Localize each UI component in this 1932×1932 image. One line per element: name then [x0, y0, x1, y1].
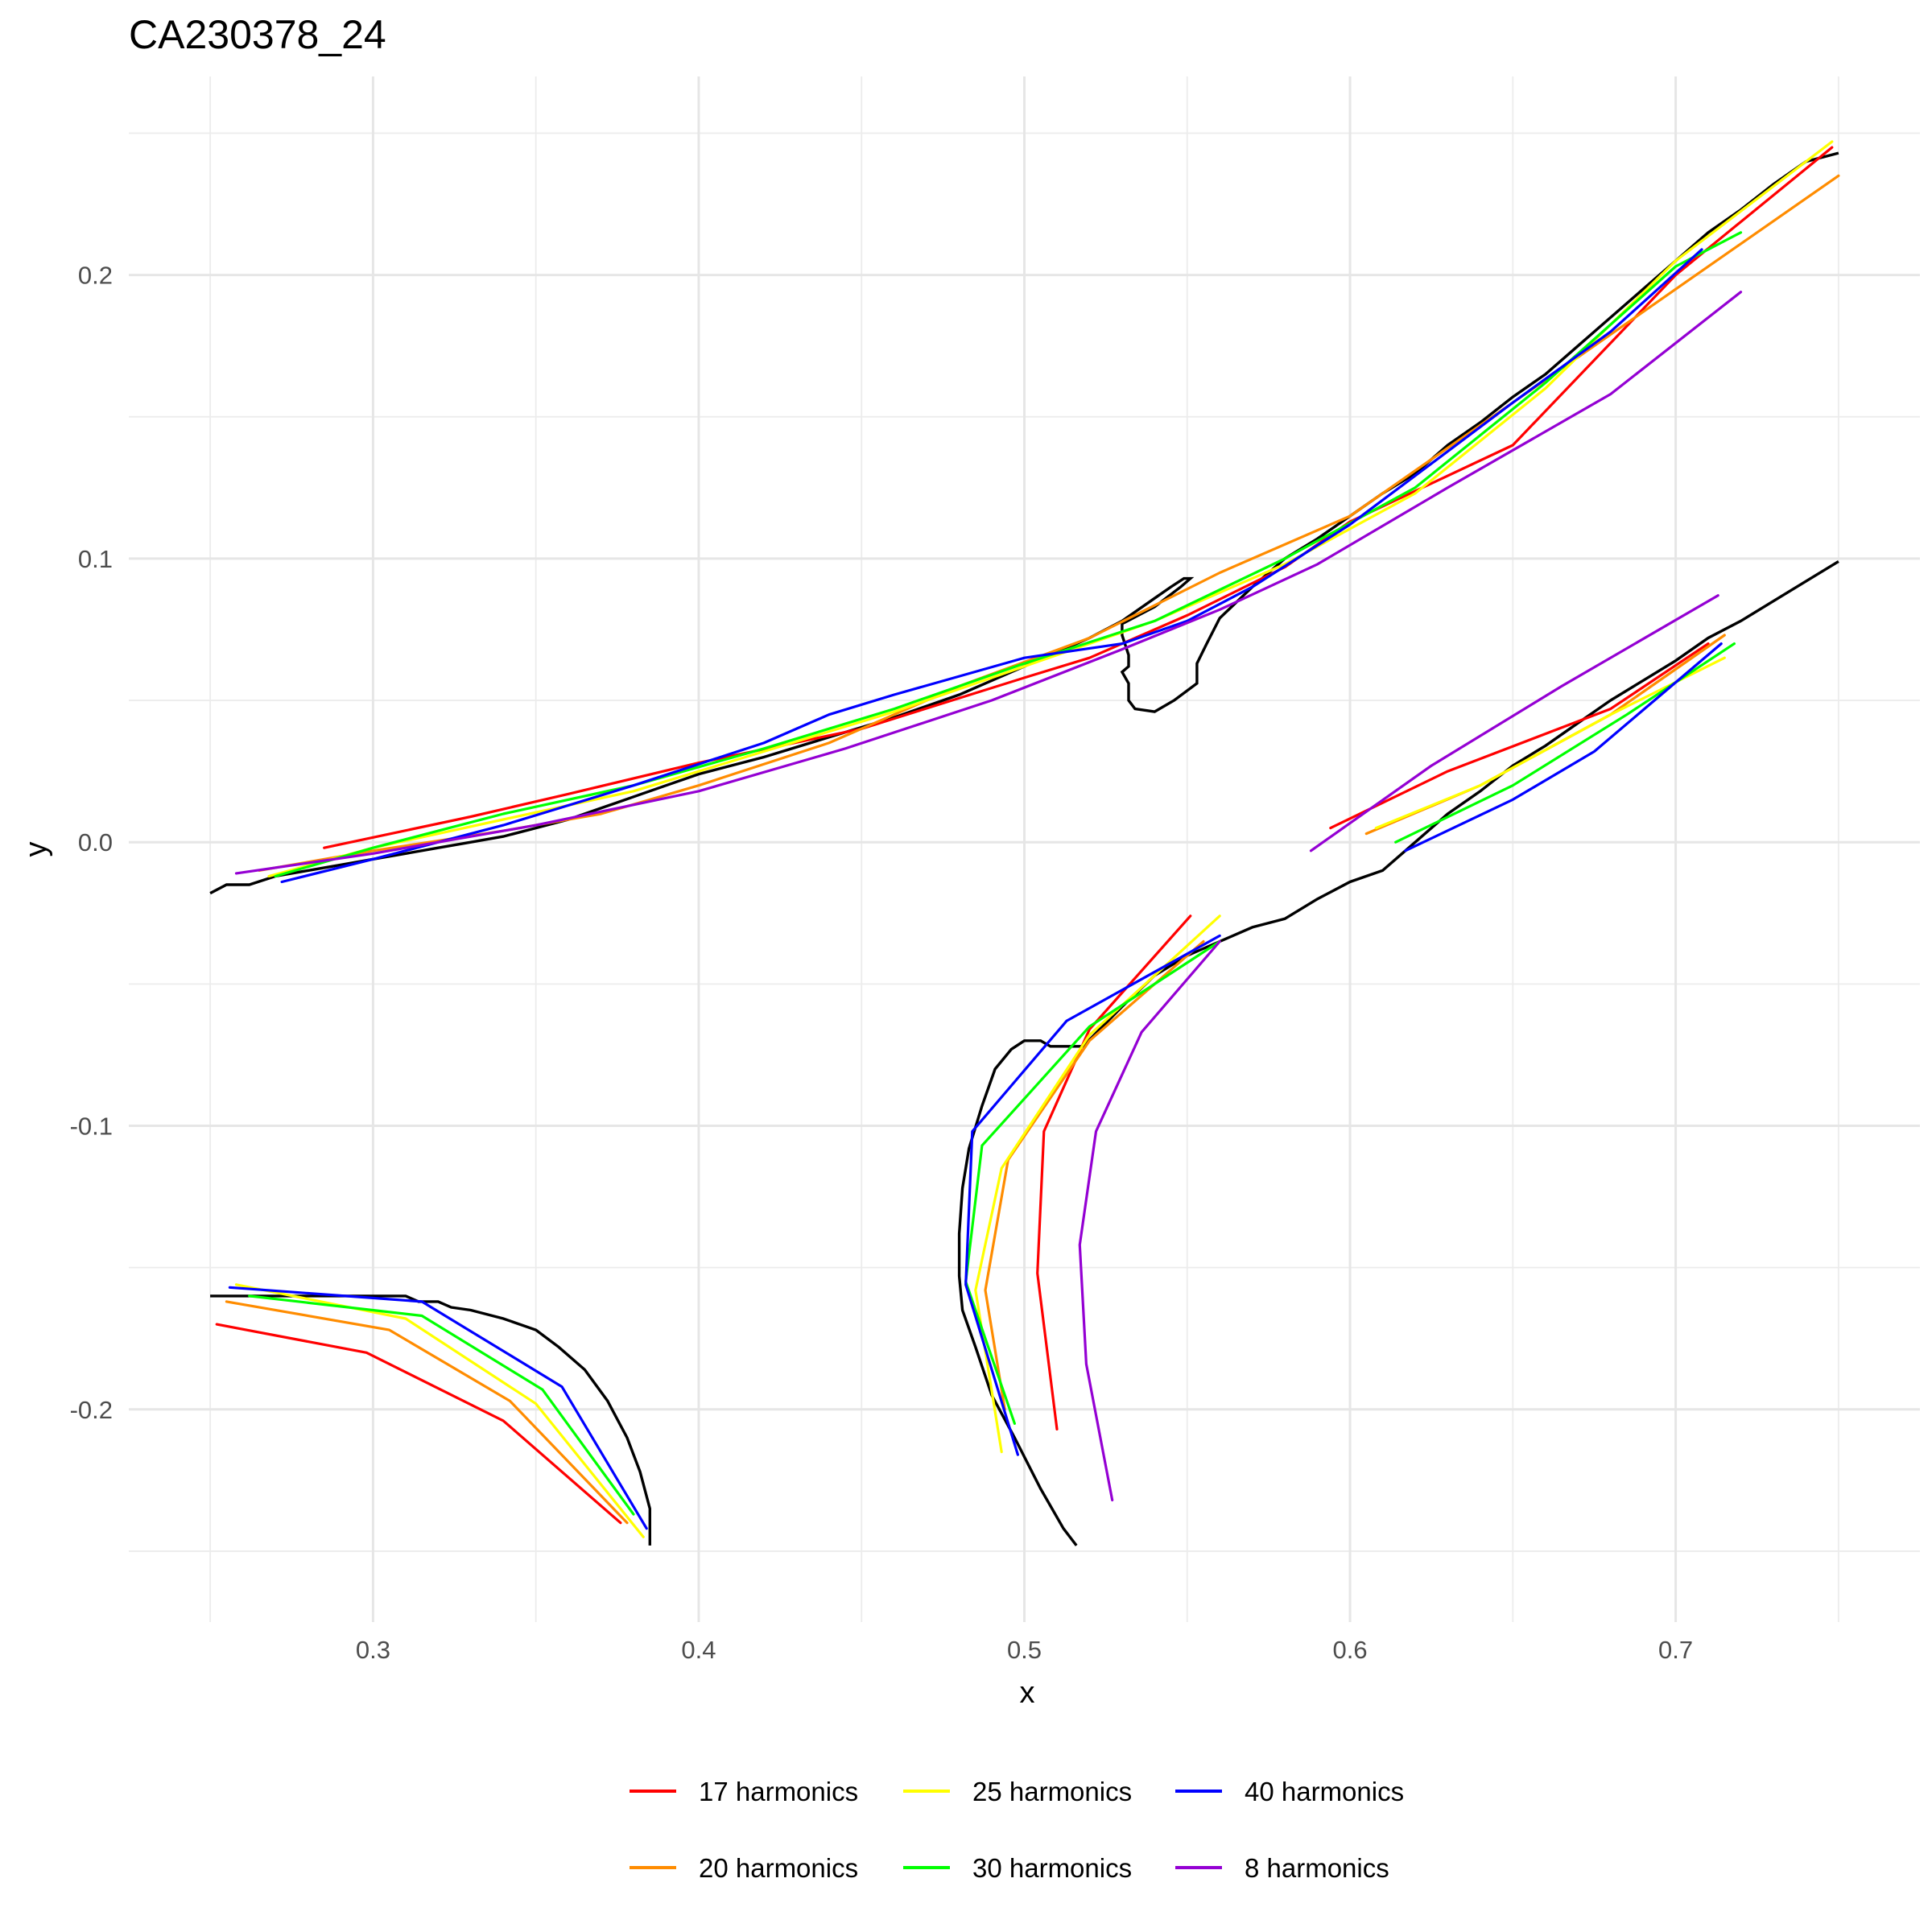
legend-item-20-harmonics: 20 harmonics [630, 1853, 858, 1883]
series-40-harmonics-segment-2 [964, 934, 1221, 1456]
series-40-harmonics-segment-0 [280, 248, 1703, 884]
series-17-harmonics [215, 146, 1834, 1525]
series-40-harmonics [228, 248, 1723, 1530]
series-17-harmonics-segment-1 [1329, 642, 1710, 830]
series-30-harmonics-segment-0 [274, 231, 1743, 878]
series-8-harmonics [234, 291, 1743, 1502]
y-axis-title: y [19, 842, 53, 857]
y-tick-labels: -0.2 -0.1 0.0 0.1 0.2 [70, 262, 113, 1424]
data-layer [209, 140, 1840, 1546]
legend-item-17-harmonics: 17 harmonics [630, 1777, 858, 1806]
outline-segment-1 [210, 1294, 651, 1546]
series-17-harmonics-segment-0 [323, 146, 1834, 849]
series-20-harmonics-segment-3 [225, 1300, 629, 1525]
y-tick-label-3: 0.1 [78, 545, 113, 573]
x-tick-label-0: 0.3 [356, 1636, 390, 1664]
y-tick-label-4: 0.2 [78, 262, 113, 290]
x-tick-label-1: 0.4 [681, 1636, 716, 1664]
series-17-harmonics-segment-2 [1036, 914, 1192, 1431]
series-25-harmonics [234, 140, 1834, 1538]
legend-item-25-harmonics: 25 harmonics [903, 1777, 1132, 1806]
series-30-harmonics-segment-1 [1394, 642, 1736, 844]
series-40-harmonics-segment-1 [1404, 642, 1723, 852]
outline-segment-2 [957, 559, 1839, 1546]
legend-item-30-harmonics: 30 harmonics [903, 1853, 1132, 1883]
series-8-harmonics-segment-0 [234, 291, 1743, 875]
legend-label-17-harmonics: 17 harmonics [699, 1777, 858, 1806]
series-20-harmonics-segment-2 [984, 939, 1205, 1411]
x-axis-title: x [1020, 1676, 1035, 1710]
legend-label-20-harmonics: 20 harmonics [699, 1853, 858, 1883]
x-tick-labels: 0.3 0.4 0.5 0.6 0.7 [356, 1636, 1693, 1664]
series-25-harmonics-segment-3 [234, 1283, 645, 1538]
x-tick-label-4: 0.7 [1658, 1636, 1693, 1664]
series-25-harmonics-segment-0 [267, 140, 1834, 878]
y-tick-label-1: -0.1 [70, 1112, 113, 1140]
series-8-harmonics-segment-1 [1309, 594, 1719, 852]
legend-item-8-harmonics: 8 harmonics [1175, 1853, 1389, 1883]
series-30-harmonics-segment-3 [248, 1294, 635, 1516]
x-tick-label-2: 0.5 [1007, 1636, 1042, 1664]
legend: 17 harmonics 20 harmonics 25 harmonics 30 h… [630, 1777, 1404, 1883]
series-20-harmonics [225, 174, 1840, 1525]
series-30-harmonics [248, 231, 1743, 1516]
series-25-harmonics-segment-2 [974, 914, 1221, 1454]
series-8-harmonics-segment-2 [1078, 939, 1221, 1502]
legend-label-40-harmonics: 40 harmonics [1245, 1777, 1404, 1806]
legend-label-30-harmonics: 30 harmonics [972, 1853, 1132, 1883]
grid-major [129, 76, 1920, 1622]
series-17-harmonics-segment-3 [215, 1323, 622, 1525]
series-30-harmonics-segment-2 [964, 939, 1221, 1426]
series-40-harmonics-segment-3 [228, 1286, 648, 1530]
chart-title: CA230378_24 [129, 12, 386, 57]
y-tick-label-2: 0.0 [78, 828, 113, 857]
legend-label-8-harmonics: 8 harmonics [1245, 1853, 1389, 1883]
series-20-harmonics-segment-0 [258, 174, 1840, 873]
legend-item-40-harmonics: 40 harmonics [1175, 1777, 1404, 1806]
y-tick-label-0: -0.2 [70, 1396, 113, 1424]
legend-label-25-harmonics: 25 harmonics [972, 1777, 1132, 1806]
outline-segment-0 [209, 151, 1839, 895]
x-tick-label-3: 0.6 [1332, 1636, 1367, 1664]
